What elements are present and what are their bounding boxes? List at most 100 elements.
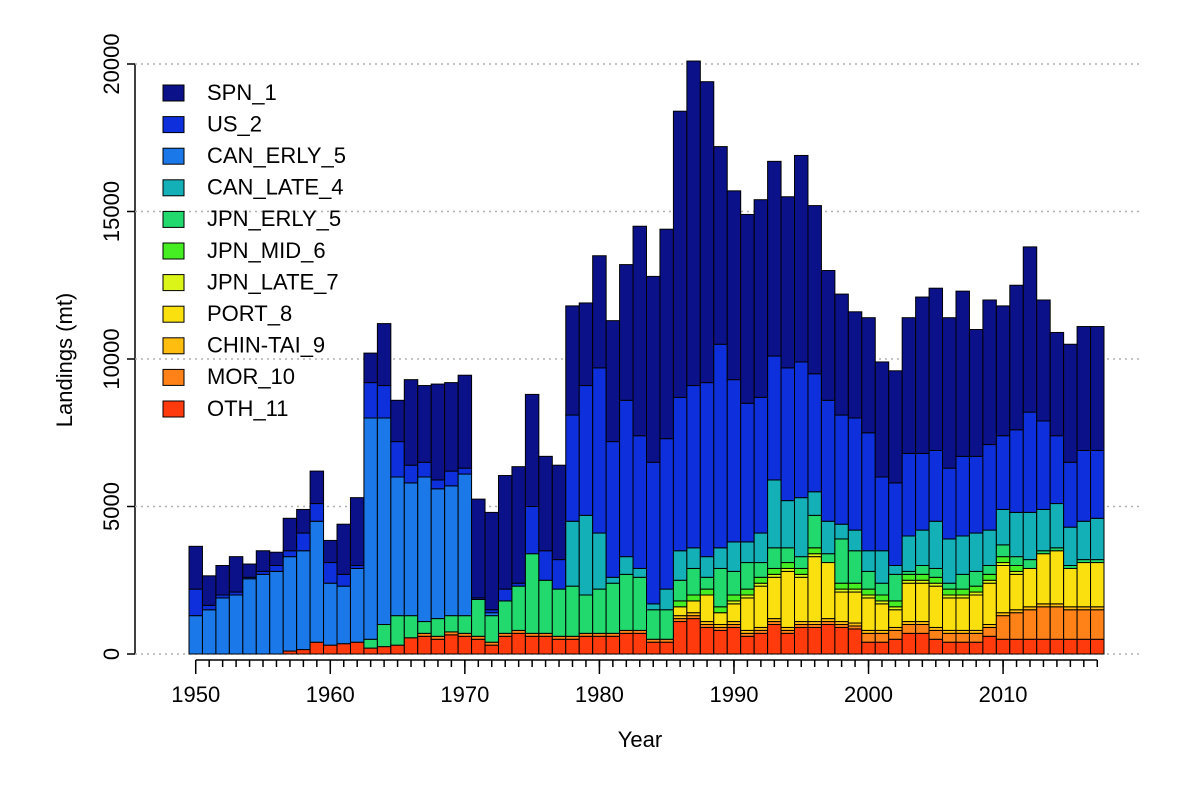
bar-segment: [968, 641, 984, 655]
bar-segment: [363, 352, 378, 384]
bar-segment: [1049, 638, 1065, 655]
bar-segment: [565, 520, 580, 587]
bar-segment: [659, 641, 674, 655]
bar-segment: [1076, 520, 1092, 561]
bar-segment: [309, 641, 325, 655]
bar-segment: [888, 565, 903, 575]
bar-segment: [1036, 606, 1051, 640]
bar-segment: [794, 154, 809, 363]
legend-label: JPN_ERLY_5: [207, 206, 341, 231]
bar-segment: [820, 399, 836, 522]
y-axis-title: Landings (mt): [52, 293, 77, 428]
bar-segment: [524, 635, 540, 655]
bar-segment: [565, 305, 580, 416]
bar-segment: [888, 638, 903, 655]
bar-segment: [740, 213, 755, 404]
bar-segment: [995, 565, 1011, 614]
bar-segment: [713, 612, 728, 626]
bar-segment: [363, 638, 378, 649]
bar-segment: [928, 520, 944, 569]
bar-segment: [767, 479, 782, 549]
bar-segment: [767, 624, 782, 655]
bar-segment: [659, 588, 674, 611]
bar-segment: [928, 449, 944, 522]
bar-segment: [982, 299, 997, 446]
bar-segment: [228, 556, 244, 593]
bar-segment: [995, 508, 1011, 546]
bar-segment: [888, 573, 903, 602]
legend-label: SPN_1: [207, 80, 277, 105]
bar-segment: [619, 399, 634, 558]
bar-segment: [713, 547, 728, 569]
bar-segment: [1022, 411, 1038, 513]
bar-segment: [592, 532, 607, 590]
bar-segment: [968, 632, 984, 643]
bar-segment: [686, 618, 701, 655]
bar-segment: [942, 317, 957, 469]
bar-segment: [740, 588, 755, 596]
bar-segment: [726, 594, 742, 602]
bar-segment: [309, 470, 325, 505]
bar-segment: [417, 385, 432, 463]
bar-segment: [323, 644, 338, 655]
bar-segment: [888, 370, 903, 484]
bar-segment: [444, 615, 459, 633]
bar-segment: [901, 535, 917, 572]
bar-segment: [538, 579, 553, 634]
bar-segment: [861, 597, 876, 631]
bar-segment: [807, 491, 822, 516]
bar-segment: [888, 609, 903, 628]
bar-segment: [847, 550, 863, 584]
bar-segment: [847, 529, 863, 552]
x-tick-label: 1970: [440, 682, 489, 707]
bar-segment: [672, 396, 688, 552]
bar-segment: [874, 594, 890, 602]
bar-segment: [390, 644, 405, 655]
bar-segment: [403, 615, 419, 639]
bar-segment: [780, 562, 796, 569]
bar-segment: [699, 626, 715, 655]
bar-segment: [982, 565, 997, 575]
bar-segment: [968, 532, 984, 572]
bar-segment: [740, 402, 755, 543]
bar-segment: [995, 544, 1011, 558]
bar-segment: [753, 562, 769, 578]
bar-segment: [928, 576, 944, 584]
bar-segment: [982, 626, 997, 637]
legend-label: OTH_11: [207, 396, 289, 421]
bar-segment: [1090, 609, 1105, 640]
bar-segment: [955, 535, 970, 575]
bar-segment: [430, 488, 446, 620]
bar-segment: [201, 609, 217, 655]
legend-swatch: [162, 368, 185, 386]
bar-segment: [363, 382, 378, 419]
bar-segment: [497, 588, 513, 602]
bar-segment: [874, 361, 890, 478]
bar-segment: [336, 523, 351, 575]
bar-segment: [847, 628, 863, 655]
bar-segment: [565, 585, 580, 637]
legend-label: MOR_10: [207, 364, 295, 389]
bar-segment: [1090, 517, 1105, 561]
bar-segment: [403, 464, 419, 484]
bar-segment: [1009, 511, 1024, 558]
bar-segment: [201, 604, 217, 611]
bar-segment: [767, 355, 782, 481]
bar-segment: [376, 385, 392, 419]
bar-segment: [942, 597, 957, 631]
bar-segment: [874, 550, 890, 584]
legend-swatch: [162, 84, 185, 102]
bar-segment: [619, 573, 634, 631]
bar-segment: [726, 379, 742, 543]
bar-segment: [794, 497, 809, 558]
bar-segment: [269, 551, 284, 566]
legend-label: US_2: [207, 111, 262, 136]
bar-segment: [780, 570, 796, 628]
bar-segment: [968, 570, 984, 587]
bar-segment: [1076, 638, 1092, 655]
bar-segment: [672, 550, 688, 581]
bar-segment: [753, 632, 769, 655]
bar-segment: [995, 435, 1011, 510]
bar-segment: [551, 464, 567, 561]
bar-segment: [834, 582, 849, 590]
